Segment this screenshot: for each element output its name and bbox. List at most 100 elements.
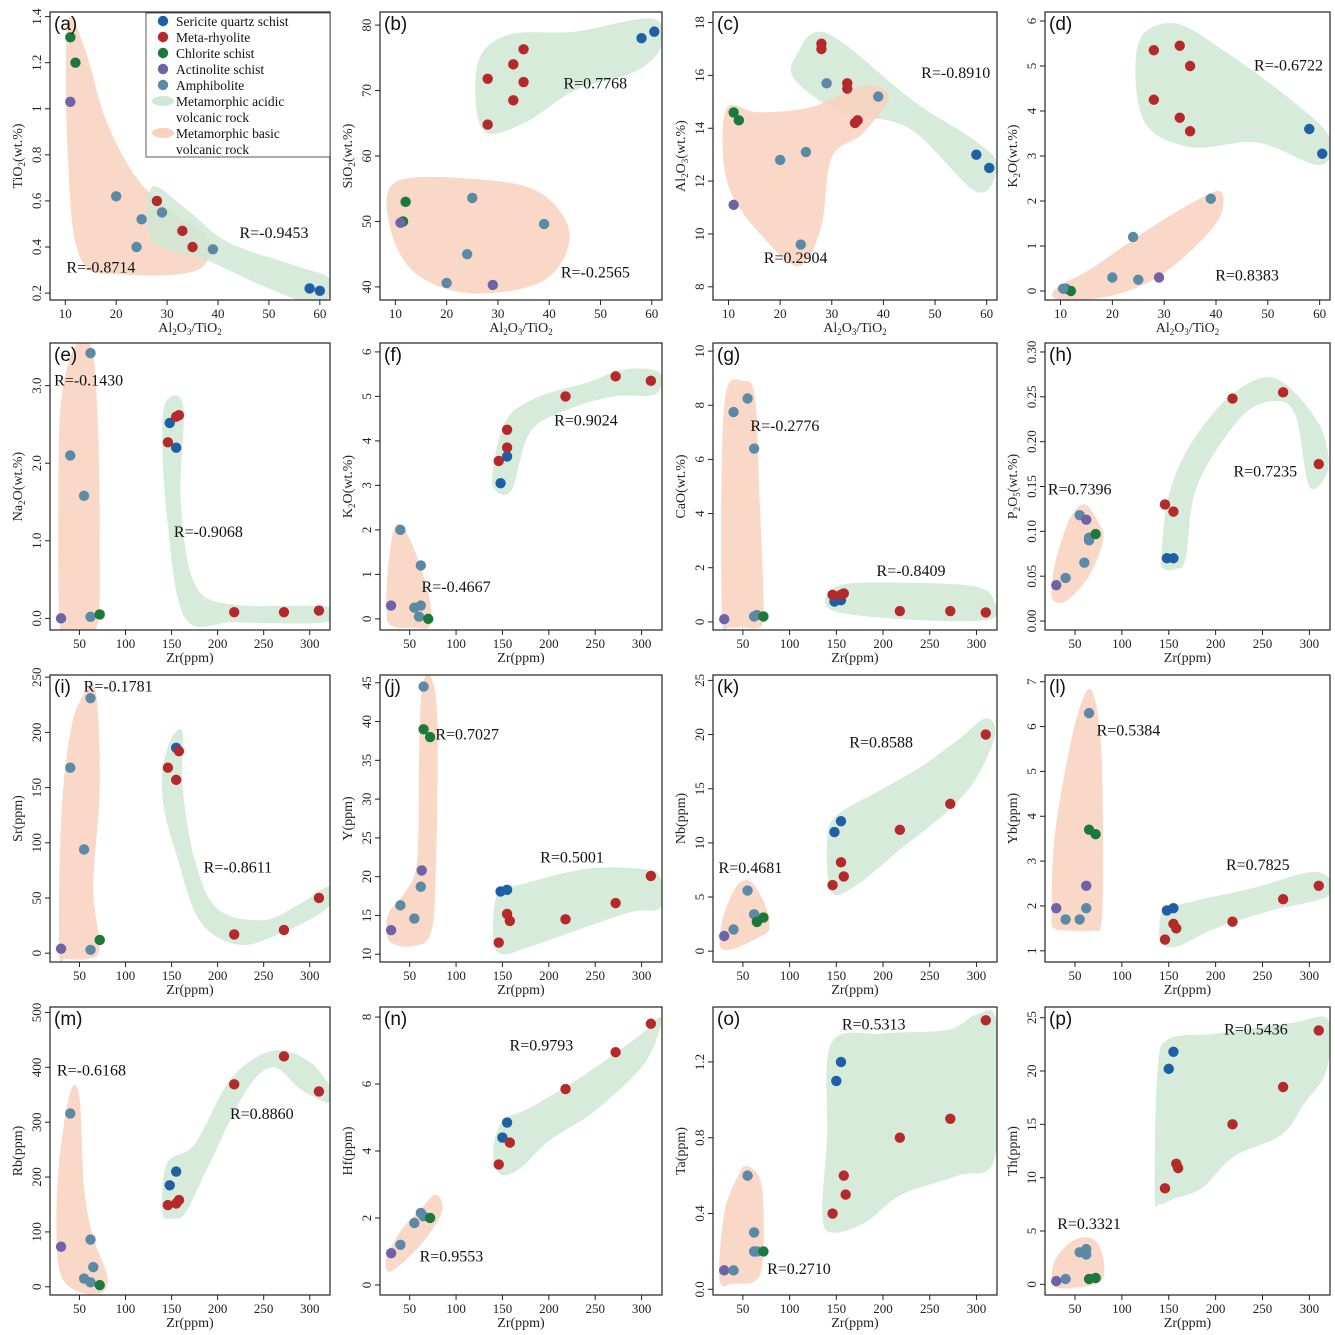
correlation-label: R=-0.1781: [84, 679, 153, 696]
data-point-amp: [1127, 231, 1139, 243]
data-point-rhy: [518, 76, 529, 88]
y-axis-label-part: Hf(ppm): [341, 1126, 356, 1175]
y-tick-label: 70: [359, 84, 374, 97]
y-tick-label: 5: [359, 393, 374, 400]
data-point-rhy: [838, 588, 849, 599]
data-point-rhy: [1277, 387, 1289, 398]
y-tick-label: 0: [692, 619, 707, 626]
y-axis-label: Yb(ppm): [1006, 793, 1021, 845]
data-point-rhy: [278, 1051, 290, 1062]
data-point-act: [487, 279, 498, 291]
data-point-ser: [1168, 1046, 1179, 1058]
x-axis-label-part: O: [1174, 321, 1184, 336]
y-tick-label: 16: [692, 68, 707, 82]
y-tick-label: 8: [692, 284, 707, 291]
regions: [385, 1017, 662, 1272]
data-point-amp: [110, 191, 122, 202]
data-point-chl: [423, 613, 434, 625]
panel-label: (k): [717, 677, 739, 698]
x-tick-label: 200: [539, 968, 559, 983]
x-tick-label: 100: [446, 968, 466, 983]
x-tick-label: 100: [1112, 968, 1132, 983]
legend-marker-basic: [152, 128, 174, 138]
y-axis-label: K2O(wt.%): [341, 455, 357, 519]
data-point-act: [55, 613, 67, 624]
data-point-ser: [1168, 553, 1179, 564]
data-point-rhy: [504, 915, 516, 927]
y-axis-label: Hf(ppm): [341, 1126, 356, 1175]
x-tick-label: 50: [73, 1301, 86, 1316]
x-tick-label: 50: [403, 636, 416, 651]
data-point-amp: [1107, 272, 1118, 283]
x-tick-label: 250: [920, 1301, 940, 1316]
x-tick-label: 150: [827, 968, 847, 983]
data-point-amp: [395, 1239, 406, 1250]
y-tick-label: 5: [1024, 63, 1039, 70]
x-tick-label: 250: [254, 1301, 274, 1316]
y-tick-label: 0: [692, 948, 707, 955]
data-point-rhy: [842, 78, 853, 89]
y-axis-label: K2O(wt.%): [1006, 124, 1022, 188]
legend-label: Chlorite schist: [176, 46, 255, 61]
y-axis-label-part: Rb(ppm): [11, 1125, 26, 1176]
x-tick-label: 150: [1159, 968, 1179, 983]
correlation-label: R=-0.9068: [174, 524, 243, 541]
data-point-amp: [821, 78, 832, 89]
data-point-rhy: [849, 117, 861, 129]
correlation-label: R=-0.6168: [57, 1063, 126, 1080]
legend-marker-act: [157, 63, 169, 75]
plot-frame: [712, 674, 998, 963]
regions: [386, 675, 662, 955]
data-point-amp: [409, 1217, 420, 1229]
panel-label: (h): [1049, 345, 1072, 366]
data-point-chl: [400, 196, 411, 208]
data-point-rhy: [1159, 934, 1171, 945]
region-basic: [1052, 190, 1224, 300]
x-tick-label: 60: [1313, 306, 1326, 321]
data-point-rhy: [170, 774, 182, 786]
correlation-label: R=0.8383: [1215, 268, 1279, 285]
x-tick-label: 20: [1106, 306, 1119, 321]
y-axis-label-part: Al: [674, 178, 689, 192]
y-tick-label: 1.2: [29, 55, 44, 71]
plot-frame: [49, 674, 331, 963]
x-axis-label-part: /TiO: [522, 321, 548, 336]
x-tick-label: 300: [632, 1301, 652, 1316]
y-axis-label-part: 2: [17, 162, 27, 167]
y-axis-label: TiO2(wt.%): [11, 123, 27, 188]
x-axis-label-part: /TiO: [191, 321, 217, 336]
data-point-rhy: [493, 455, 504, 467]
x-axis-label: Zr(ppm): [1164, 651, 1212, 666]
y-tick-label: 0.0: [692, 1281, 707, 1297]
panel-label: (m): [54, 1009, 82, 1030]
y-axis-label-part: (wt.%): [11, 123, 26, 162]
plot-frame: [1044, 674, 1331, 963]
data-point-rhy: [1277, 894, 1289, 905]
y-tick-label: 3.0: [29, 378, 44, 394]
y-axis-label: Th(ppm): [1006, 1126, 1021, 1176]
data-point-rhy: [1227, 916, 1238, 927]
data-point-amp: [1205, 193, 1217, 204]
data-point-rhy: [827, 1208, 838, 1219]
correlation-label: R=-0.1430: [54, 373, 123, 390]
data-point-ser: [501, 1117, 513, 1128]
x-tick-label: 300: [1300, 1301, 1320, 1316]
x-tick-label: 50: [736, 636, 749, 651]
x-axis-label: Zr(ppm): [1164, 983, 1212, 998]
y-tick-label: 1: [29, 106, 44, 113]
y-axis-label-part: K: [1006, 177, 1021, 187]
data-point-amp: [742, 885, 753, 896]
x-tick-label: 50: [1261, 306, 1274, 321]
data-point-rhy: [1313, 458, 1324, 470]
x-axis-label: Zr(ppm): [831, 1316, 879, 1331]
data-point-rhy: [645, 1018, 657, 1029]
x-tick-label: 30: [825, 306, 838, 321]
data-point-rhy: [1148, 94, 1160, 105]
data-point-rhy: [493, 937, 504, 948]
data-point-act: [65, 96, 76, 108]
x-tick-label: 300: [632, 636, 652, 651]
x-axis-label: Zr(ppm): [166, 1316, 214, 1331]
y-tick-label: 15: [692, 782, 707, 795]
legend: Sericite quartz schistMeta-rhyoliteChlor…: [145, 12, 331, 158]
data-point-amp: [65, 762, 76, 773]
